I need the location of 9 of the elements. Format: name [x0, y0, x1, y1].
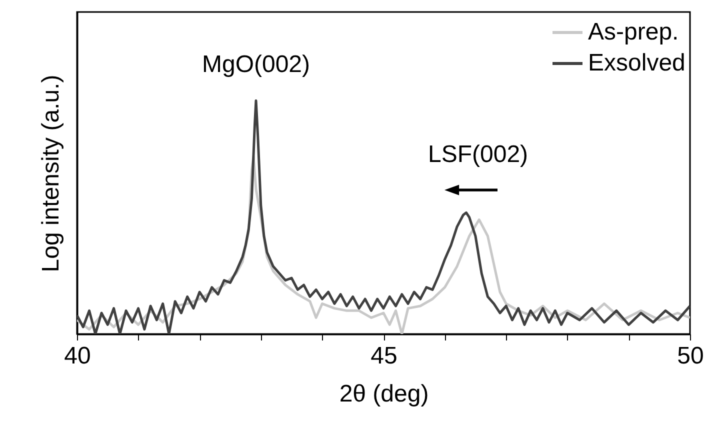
annotation: LSF(002) — [428, 141, 528, 168]
x-tick-label: 45 — [370, 342, 398, 370]
legend-label: As-prep. — [588, 18, 679, 46]
x-axis-title: 2θ (deg) — [339, 380, 429, 408]
x-tick-label: 40 — [64, 342, 91, 370]
y-axis-title: Log intensity (a.u.) — [38, 74, 64, 272]
text: MgO(002) — [202, 51, 310, 78]
legend-label: Exsolved — [588, 50, 686, 76]
x-tick-label: 50 — [677, 342, 704, 370]
